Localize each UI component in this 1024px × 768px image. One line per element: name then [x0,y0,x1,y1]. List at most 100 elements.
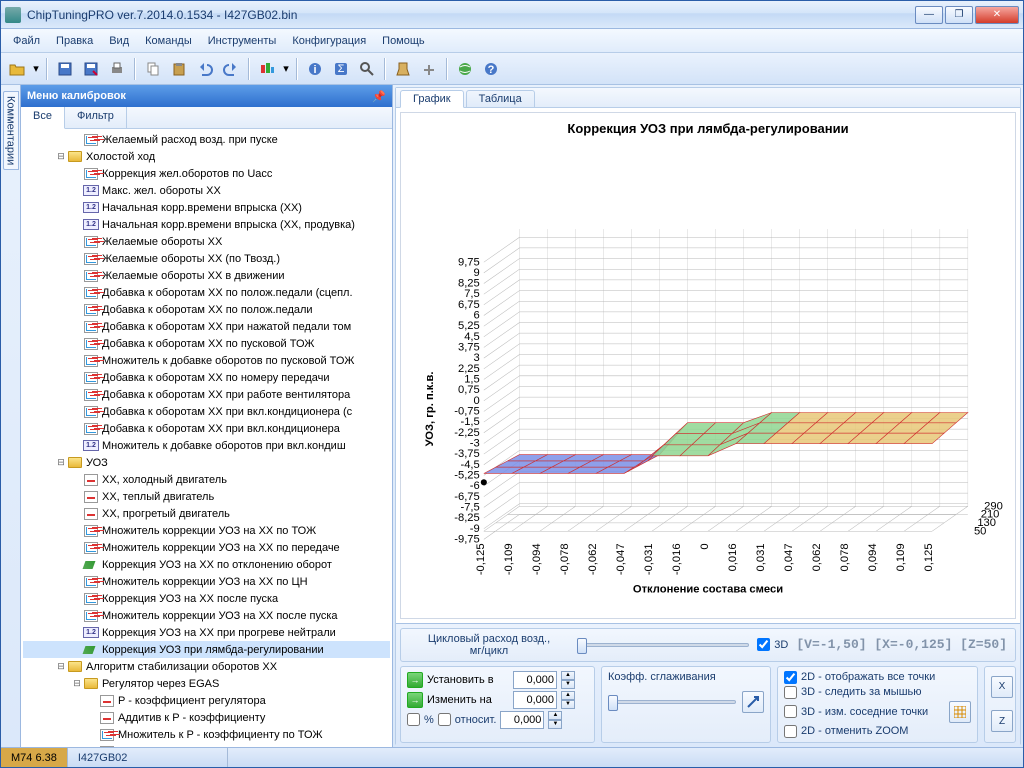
tree-item[interactable]: Желаемый расход возд. при пуске [23,131,390,148]
menu-Конфигурация[interactable]: Конфигурация [284,32,374,50]
tool1-icon[interactable] [391,57,415,81]
tree-item[interactable]: 1.2Начальная корр.времени впрыска (ХХ, п… [23,216,390,233]
tree-item[interactable]: ⊟Алгоритм стабилизации оборотов ХХ [23,658,390,675]
tree-item[interactable]: Множитель к P - коэффициенту по ТОЖ [23,726,390,743]
tree-item[interactable]: ⊟Холостой ход [23,148,390,165]
3d-checkbox[interactable]: 3D [757,638,788,651]
help-icon[interactable]: ? [479,57,503,81]
side-tab-comments[interactable]: Комментарии [1,85,21,747]
tree-item[interactable]: P - коэффициент регулятора [23,692,390,709]
lp-tab-1[interactable]: Фильтр [65,107,127,128]
grid-icon[interactable] [949,701,971,723]
axis-slider[interactable] [577,636,749,654]
tree-item[interactable]: 1.2Начальная корр.времени впрыска (ХХ) [23,199,390,216]
change-spinner[interactable]: ▲▼ [561,691,575,709]
tree-item[interactable]: ⊟УОЗ [23,454,390,471]
rp-tab-1[interactable]: Таблица [466,90,535,107]
svg-text:9: 9 [474,267,480,279]
open-icon[interactable] [5,57,29,81]
opt-0[interactable]: 2D - отображать все точки [784,671,971,684]
change-value-input[interactable] [513,691,557,709]
tree-item[interactable]: Добавка к оборотам ХХ по полож.педали [23,301,390,318]
tree-item[interactable]: Добавка к оборотам ХХ по пусковой ТОЖ [23,335,390,352]
svg-text:-0,125: -0,125 [475,543,487,575]
maps-dropdown-icon[interactable]: ▾ [281,57,291,81]
relative-value-input[interactable] [500,711,544,729]
set-arrow-icon[interactable]: → [407,672,423,688]
chart-3d-surface[interactable]: -9,75-9-8,25-7,5-6,75-6-5,25-4,5-3,75-3-… [401,144,1015,613]
tool2-icon[interactable] [417,57,441,81]
titlebar[interactable]: ChipTuningPRO ver.7.2014.0.1534 - I427GB… [1,1,1023,29]
tree-item[interactable]: Коррекция УОЗ на ХХ по отклонению оборот [23,556,390,573]
tree-item[interactable]: Добавка к оборотам ХХ при работе вентиля… [23,386,390,403]
save-icon[interactable] [53,57,77,81]
maximize-button[interactable]: ❐ [945,6,973,24]
tree-item[interactable]: Аддитив к P - коэффициенту [23,709,390,726]
tree-item[interactable]: Желаемые обороты ХХ в движении [23,267,390,284]
undo-icon[interactable] [193,57,217,81]
chart-area[interactable]: Коррекция УОЗ при лямбда-регулировании -… [400,112,1016,619]
menu-Инструменты[interactable]: Инструменты [200,32,285,50]
svg-text:6,75: 6,75 [458,299,480,311]
2d-icon [99,728,115,742]
tree-item[interactable]: Добавка к оборотам ХХ при вкл.кондиционе… [23,403,390,420]
redo-icon[interactable] [219,57,243,81]
tree-item[interactable]: ХХ, теплый двигатель [23,488,390,505]
change-arrow-icon[interactable]: → [407,692,423,708]
tree-item[interactable]: Множитель коррекции УОЗ на ХХ после пуск… [23,607,390,624]
tree-item[interactable]: Коррекция жел.оборотов по Uacc [23,165,390,182]
tree-item[interactable]: Множитель коррекции УОЗ на ХХ по ЦН [23,573,390,590]
copy-icon[interactable] [141,57,165,81]
opt-1[interactable]: 3D - следить за мышью [784,686,971,699]
tree-item[interactable]: Желаемые обороты ХХ (по Твозд.) [23,250,390,267]
tree-item[interactable]: ХХ, прогретый двигатель [23,505,390,522]
opt-2[interactable]: 3D - изм. соседние точки [784,705,945,718]
tree-item[interactable]: Добавка к оборотам ХХ при нажатой педали… [23,318,390,335]
tree-item[interactable]: 1.2Множитель к добавке оборотов при вкл.… [23,437,390,454]
checksum-icon[interactable]: Σ [329,57,353,81]
tree-item[interactable]: Добавка к оборотам ХХ по полож.педали (с… [23,284,390,301]
menu-Правка[interactable]: Правка [48,32,101,50]
save-as-icon[interactable] [79,57,103,81]
tree-item[interactable]: Желаемые обороты ХХ [23,233,390,250]
set-spinner[interactable]: ▲▼ [561,671,575,689]
close-button[interactable]: ✕ [975,6,1019,24]
opt-3[interactable]: 2D - отменить ZOOM [784,725,971,738]
menu-Файл[interactable]: Файл [5,32,48,50]
z-axis-button[interactable]: Z [991,710,1013,732]
lp-tab-0[interactable]: Все [21,107,65,129]
tree-item[interactable]: Множитель коррекции УОЗ на ХХ по ТОЖ [23,522,390,539]
search-icon[interactable] [355,57,379,81]
percent-checkbox[interactable]: % [407,713,434,726]
open-dropdown-icon[interactable]: ▾ [31,57,41,81]
set-value-input[interactable] [513,671,557,689]
relative-checkbox[interactable]: относит. [438,713,497,726]
info-icon[interactable]: i [303,57,327,81]
print-icon[interactable] [105,57,129,81]
maps-icon[interactable] [255,57,279,81]
pin-icon[interactable]: 📌 [372,89,386,103]
tree-item[interactable]: ⊟Регулятор через EGAS [23,675,390,692]
paste-icon[interactable] [167,57,191,81]
rp-tab-0[interactable]: График [400,90,464,108]
minimize-button[interactable]: — [915,6,943,24]
menu-Вид[interactable]: Вид [101,32,137,50]
x-axis-button[interactable]: X [991,676,1013,698]
menu-Помощь[interactable]: Помощь [374,32,433,50]
tree-item[interactable]: Коррекция УОЗ на ХХ после пуска [23,590,390,607]
calibration-tree[interactable]: Желаемый расход возд. при пуске⊟Холостой… [21,129,392,747]
tree-item[interactable]: Коррекция УОЗ при лямбда-регулировании [23,641,390,658]
tree-item[interactable]: 1.2Коррекция УОЗ на ХХ при прогреве нейт… [23,624,390,641]
globe-icon[interactable] [453,57,477,81]
relative-spinner[interactable]: ▲▼ [548,711,562,729]
smooth-apply-button[interactable] [742,691,764,713]
smooth-slider[interactable] [608,693,736,711]
menu-Команды[interactable]: Команды [137,32,200,50]
svg-text:-0,75: -0,75 [454,405,479,417]
tree-item[interactable]: ХХ, холодный двигатель [23,471,390,488]
tree-item[interactable]: Множитель к добавке оборотов по пусковой… [23,352,390,369]
tree-item[interactable]: Добавка к оборотам ХХ при вкл.кондиционе… [23,420,390,437]
tree-item[interactable]: Множитель коррекции УОЗ на ХХ по передач… [23,539,390,556]
tree-item[interactable]: Добавка к оборотам ХХ по номеру передачи [23,369,390,386]
tree-item[interactable]: 1.2Макс. жел. обороты ХХ [23,182,390,199]
